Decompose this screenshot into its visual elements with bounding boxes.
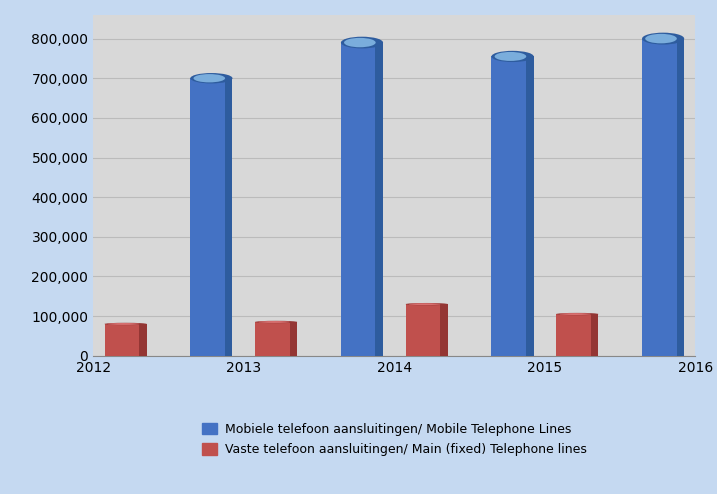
Bar [255,322,290,356]
Ellipse shape [39,122,82,130]
Ellipse shape [105,323,147,325]
Ellipse shape [491,51,533,62]
Bar [341,42,376,356]
Bar [190,78,225,356]
Ellipse shape [108,323,139,325]
Bar [225,78,232,356]
Ellipse shape [556,313,599,315]
Bar [39,126,75,356]
Ellipse shape [344,38,376,47]
Ellipse shape [710,319,717,321]
Bar [139,324,147,356]
Bar [440,304,448,356]
Ellipse shape [255,321,298,323]
Legend: Mobiele telefoon aansluitingen/ Mobile Telephone Lines, Vaste telefoon aansluiti: Mobiele telefoon aansluitingen/ Mobile T… [196,416,593,462]
Bar [406,304,440,356]
Bar [591,314,599,356]
Ellipse shape [190,73,232,83]
Bar [75,126,82,356]
Bar [707,320,717,356]
Ellipse shape [642,33,684,44]
Ellipse shape [258,321,290,323]
Bar [105,324,139,356]
Bar [526,56,533,356]
Ellipse shape [341,37,383,48]
Ellipse shape [645,34,677,43]
Bar [491,56,526,356]
Bar [376,42,383,356]
Bar [677,39,684,356]
Bar [290,322,298,356]
Ellipse shape [409,303,440,305]
Ellipse shape [707,319,717,321]
Ellipse shape [559,313,591,315]
Ellipse shape [43,123,75,129]
Bar [556,314,591,356]
Ellipse shape [495,52,526,61]
Bar [642,39,677,356]
Ellipse shape [406,303,448,305]
Ellipse shape [194,74,225,82]
